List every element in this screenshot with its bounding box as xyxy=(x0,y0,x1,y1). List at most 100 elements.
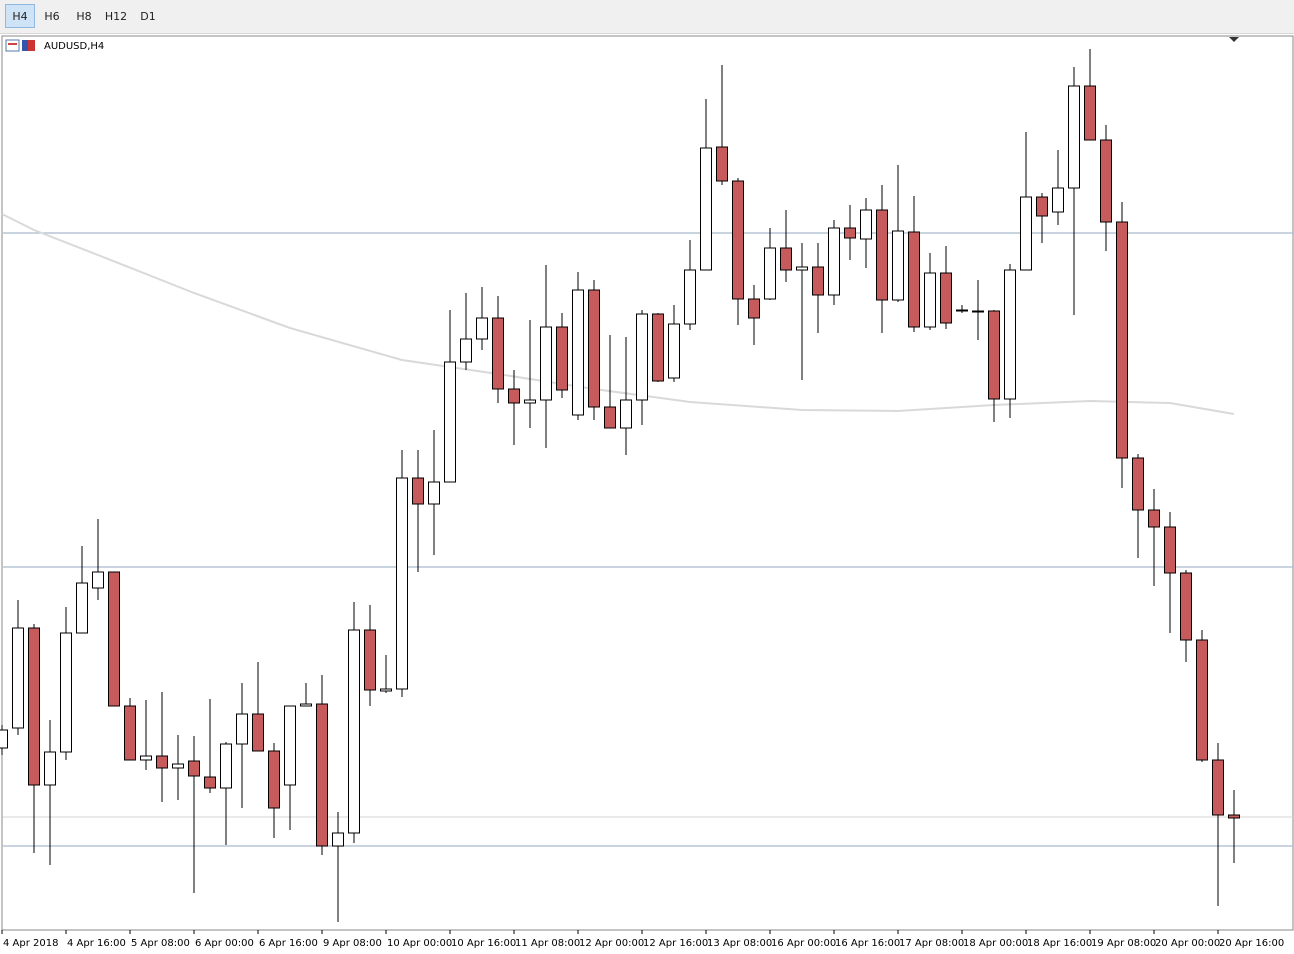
candle-body xyxy=(668,323,680,379)
chart-title: AUDUSD,H4 xyxy=(44,41,104,52)
candle-body xyxy=(1004,269,1016,400)
x-tick-label: 20 Apr 16:00 xyxy=(1219,938,1284,949)
candle-body xyxy=(892,230,904,301)
candle-body xyxy=(924,272,936,328)
candle-body xyxy=(444,361,456,483)
candle-body xyxy=(124,705,136,761)
x-tick-label: 16 Apr 00:00 xyxy=(771,938,836,949)
candle-body xyxy=(380,688,392,692)
candle-body xyxy=(252,713,264,752)
candle-body xyxy=(716,146,728,182)
candle-body xyxy=(0,729,8,749)
candle-body xyxy=(348,629,360,834)
candle-body xyxy=(60,632,72,753)
candle-body xyxy=(1068,85,1080,189)
candle-body xyxy=(1212,759,1224,816)
candle-body xyxy=(1100,139,1112,223)
candle-body xyxy=(76,582,88,634)
candle-body xyxy=(956,309,968,312)
candle-body xyxy=(636,313,648,401)
candle-body xyxy=(1084,85,1096,141)
x-tick-label: 18 Apr 16:00 xyxy=(1027,938,1092,949)
candle-body xyxy=(12,627,24,729)
timeframe-button[interactable]: H12 xyxy=(104,10,128,23)
candle-body xyxy=(476,317,488,340)
candle-body xyxy=(988,310,1000,400)
candle-body xyxy=(108,571,120,707)
chart-frame xyxy=(1,35,1294,931)
candle-body xyxy=(652,313,664,382)
x-tick-label: 12 Apr 00:00 xyxy=(579,938,644,949)
candle-body xyxy=(700,147,712,271)
x-tick-label: 4 Apr 2018 xyxy=(3,938,58,949)
x-tick-label: 6 Apr 00:00 xyxy=(195,938,254,949)
candle-body xyxy=(1020,196,1032,271)
x-tick-label: 12 Apr 16:00 xyxy=(643,938,708,949)
x-tick-label: 9 Apr 08:00 xyxy=(323,938,382,949)
candle-body xyxy=(156,755,168,769)
candle-body xyxy=(428,481,440,505)
x-tick-label: 16 Apr 16:00 xyxy=(835,938,900,949)
candle-body xyxy=(860,209,872,240)
candle-body xyxy=(28,627,40,786)
candle-body xyxy=(620,399,632,429)
candle-body xyxy=(556,326,568,391)
candle-body xyxy=(316,703,328,847)
x-tick-label: 18 Apr 00:00 xyxy=(963,938,1028,949)
candle-body xyxy=(1164,526,1176,574)
candle-body xyxy=(396,477,408,690)
timeframe-button[interactable]: H4 xyxy=(5,4,35,28)
timeframe-button[interactable]: D1 xyxy=(140,10,156,23)
candle-body xyxy=(1132,457,1144,511)
candle-body xyxy=(1116,221,1128,459)
candle-body xyxy=(1228,814,1240,819)
candle-body xyxy=(972,310,984,313)
candle-body xyxy=(188,760,200,777)
candle-body xyxy=(796,266,808,271)
candle-body xyxy=(524,399,536,404)
x-tick-label: 13 Apr 08:00 xyxy=(707,938,772,949)
toolbar: H4 H6 H8 H12 D1 xyxy=(0,0,1294,34)
candle-body xyxy=(540,326,552,401)
moving-average xyxy=(1,213,1235,415)
candle-body xyxy=(92,571,104,589)
x-tick-label: 10 Apr 00:00 xyxy=(387,938,452,949)
candle-body xyxy=(364,629,376,691)
x-tick-label: 17 Apr 08:00 xyxy=(899,938,964,949)
timeframe-button[interactable]: H6 xyxy=(44,10,60,23)
candle-body xyxy=(1180,572,1192,641)
candle-body xyxy=(300,703,312,707)
candle-body xyxy=(460,338,472,363)
candle-body xyxy=(780,247,792,271)
timeframe-button[interactable]: H8 xyxy=(76,10,92,23)
candle-body xyxy=(1052,187,1064,213)
candle-body xyxy=(844,227,856,239)
candle-body xyxy=(268,750,280,809)
candle-body xyxy=(748,298,760,319)
candle-body xyxy=(284,705,296,786)
candle-body xyxy=(236,713,248,745)
x-tick-label: 19 Apr 08:00 xyxy=(1091,938,1156,949)
candle-body xyxy=(204,776,216,789)
candle-body xyxy=(1196,639,1208,761)
x-tick-label: 4 Apr 16:00 xyxy=(67,938,126,949)
candle-body xyxy=(492,317,504,390)
candle-body xyxy=(588,289,600,408)
candle-body xyxy=(732,180,744,300)
candle-body xyxy=(140,755,152,761)
candle-body xyxy=(44,751,56,786)
candle-body xyxy=(172,763,184,769)
candle-body xyxy=(332,832,344,847)
candle-body xyxy=(908,231,920,328)
x-tick-label: 10 Apr 16:00 xyxy=(451,938,516,949)
candle-body xyxy=(604,406,616,429)
candle-body xyxy=(812,266,824,296)
candle-body xyxy=(1148,509,1160,528)
candle-body xyxy=(412,477,424,505)
candle-body xyxy=(508,388,520,404)
symbol-icon xyxy=(5,39,35,52)
shift-marker xyxy=(1229,37,1239,42)
candle-body xyxy=(828,227,840,296)
candle-body xyxy=(1036,196,1048,217)
